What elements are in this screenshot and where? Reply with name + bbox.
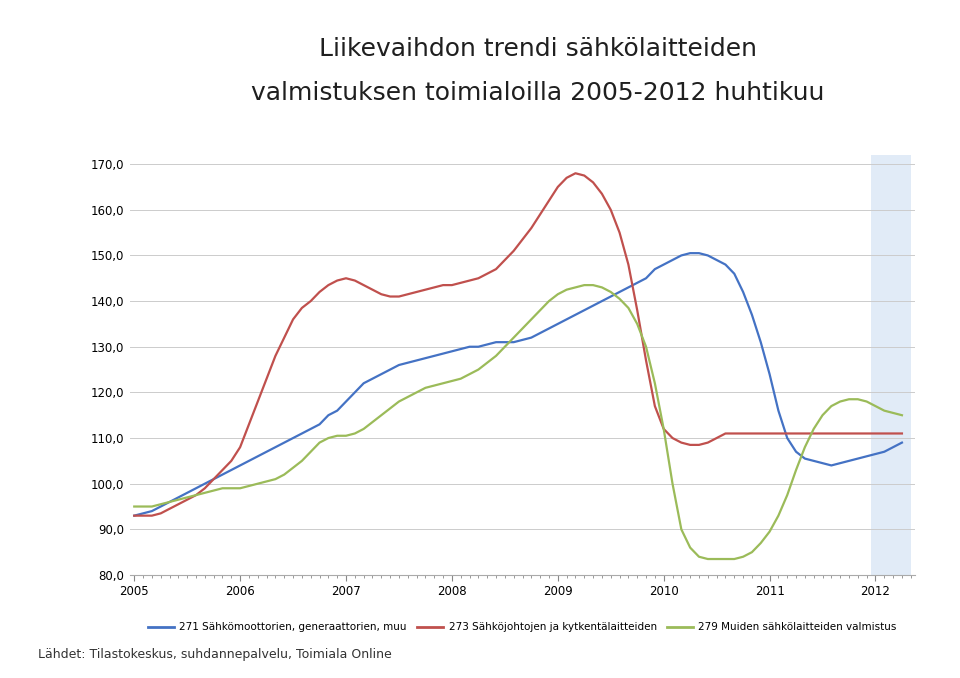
Text: Liikevaihdon trendi sähkölaitteiden: Liikevaihdon trendi sähkölaitteiden <box>319 37 756 61</box>
Text: Lähdet: Tilastokeskus, suhdannepalvelu, Toimiala Online: Lähdet: Tilastokeskus, suhdannepalvelu, … <box>38 648 392 661</box>
Bar <box>871 155 911 575</box>
Text: valmistuksen toimialoilla 2005-2012 huhtikuu: valmistuksen toimialoilla 2005-2012 huht… <box>251 81 825 105</box>
Legend: 271 Sähkömoottorien, generaattorien, muu, 273 Sähköjohtojen ja kytkentälaitteide: 271 Sähkömoottorien, generaattorien, muu… <box>144 618 900 637</box>
